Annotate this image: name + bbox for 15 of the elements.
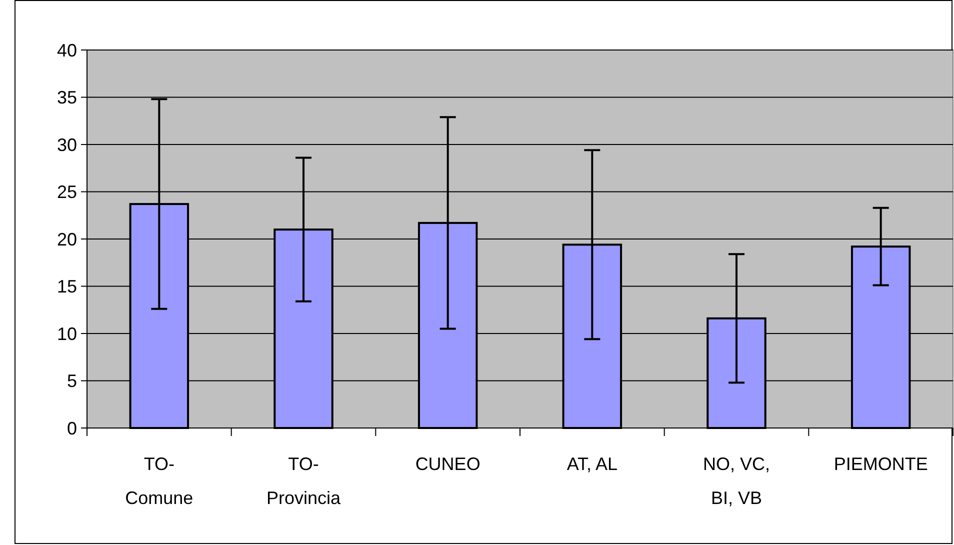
y-tick-label: 20 — [56, 229, 77, 250]
x-tick-label: PIEMONTE — [834, 454, 928, 474]
y-tick-label: 5 — [66, 371, 77, 392]
y-tick-label: 40 — [56, 40, 77, 60]
y-tick-label: 25 — [56, 182, 77, 202]
x-tick-label: CUNEO — [415, 454, 480, 474]
x-tick-label: TO-Provincia — [266, 454, 342, 508]
x-tick-label: TO-Comune — [125, 454, 194, 508]
x-tick-label: NO, VC, BI, VB — [702, 454, 770, 508]
y-tick-label: 0 — [66, 418, 77, 438]
y-tick-label: 10 — [56, 324, 77, 344]
y-tick-label: 15 — [56, 276, 77, 297]
x-tick-label: AT, AL — [566, 454, 618, 474]
y-tick-label: 35 — [56, 88, 77, 108]
y-tick-label: 30 — [56, 134, 77, 155]
